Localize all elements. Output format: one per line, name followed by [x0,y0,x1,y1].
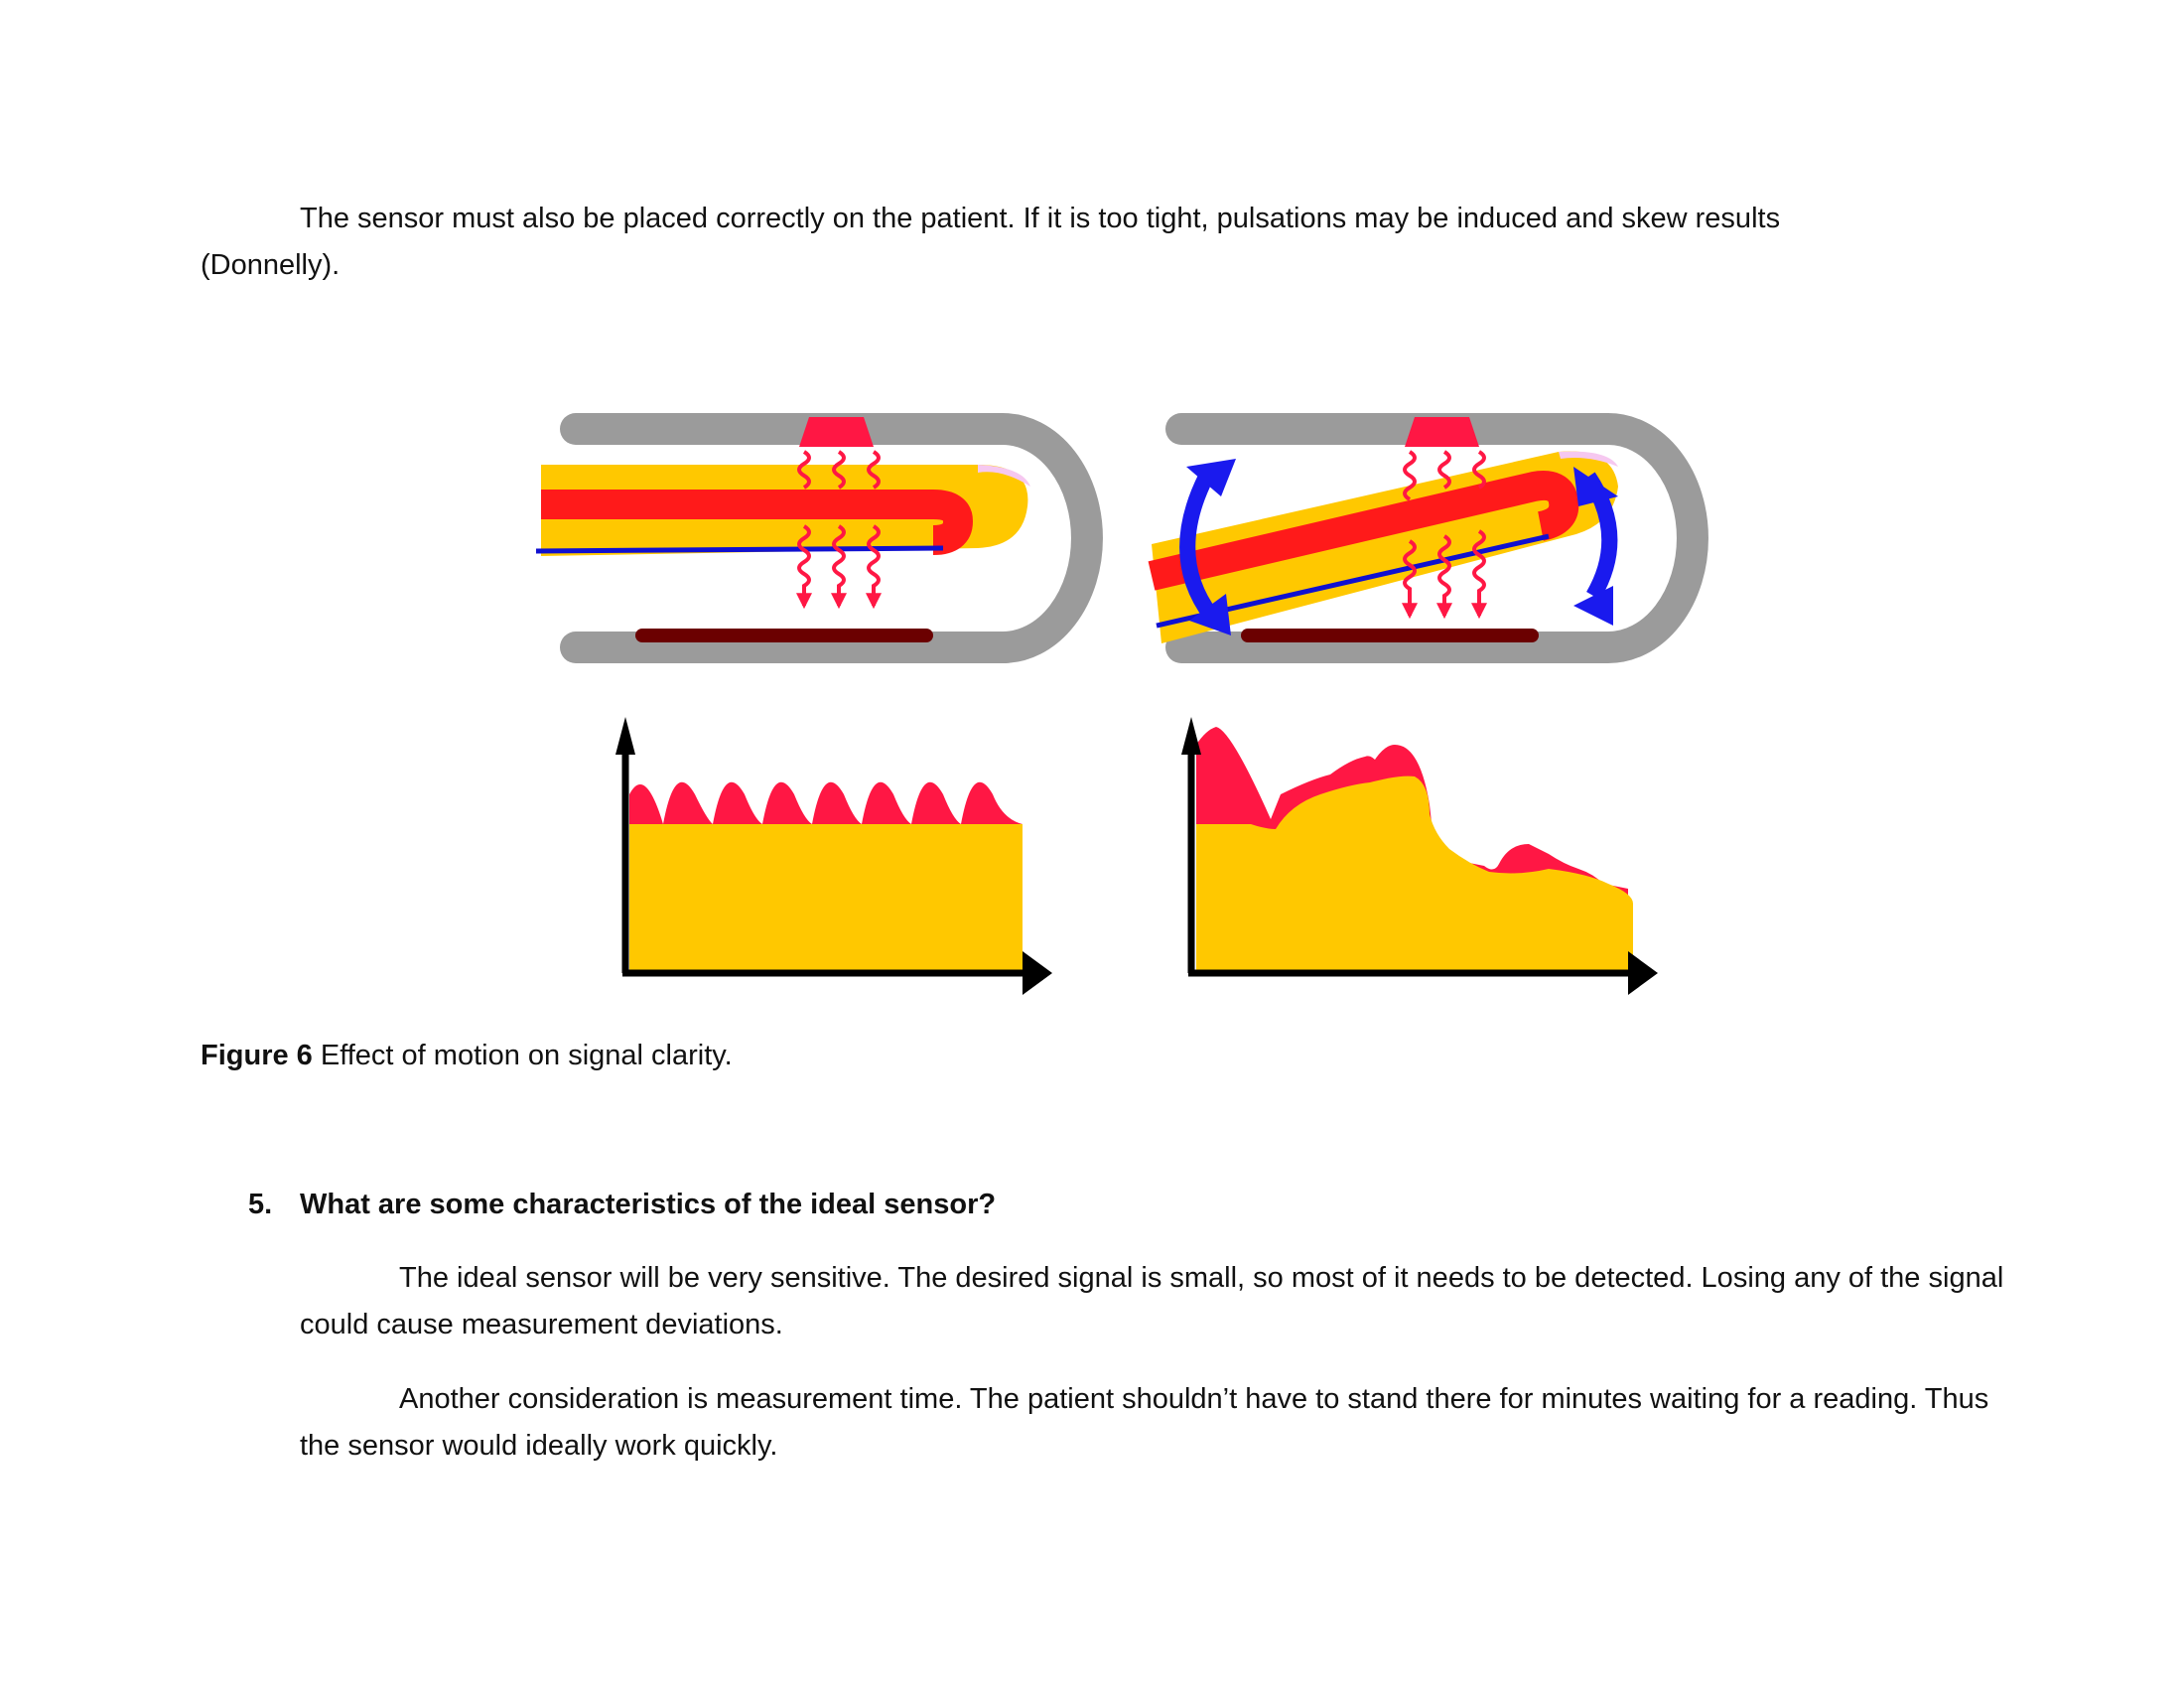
section-heading: 5. What are some characteristics of the i… [248,1182,996,1228]
photodetector [1241,629,1539,642]
artery [541,490,974,555]
sensor-diagram-moving [1148,413,1708,663]
sensor-housing [560,413,1103,663]
y-axis-arrow [1181,717,1201,755]
x-axis-arrow [1023,951,1052,995]
light-waves [796,450,882,610]
artery [1148,471,1579,591]
figure-label: Figure 6 [201,1040,313,1071]
x-axis-arrow [1628,951,1658,995]
figure-caption-text: Effect of motion on signal clarity. [320,1040,733,1071]
paragraph-sensitivity: The ideal sensor will be very sensitive.… [300,1255,2027,1348]
paragraph-intro: The sensor must also be placed correctly… [201,196,1908,289]
signal-plot-moving [1181,717,1658,995]
motion-arrow-right [1573,467,1618,626]
paragraph-text: Another consideration is measurement tim… [300,1383,1989,1462]
photodetector [635,629,933,642]
dc-baseline [629,824,1023,973]
paragraph-text: The sensor must also be placed correctly… [201,203,1781,281]
y-axis-arrow [615,717,635,755]
light-waves [1402,450,1487,620]
light-emitter [1405,417,1479,447]
sensor-diagram-still [535,413,1103,663]
paragraph-measurement-time: Another consideration is measurement tim… [300,1376,2027,1470]
vein [535,545,944,554]
sensor-housing [1165,413,1708,663]
ac-pulses [629,781,1023,824]
motion-arrow-left [1179,459,1236,635]
dc-baseline [1196,775,1633,973]
signal-plot-still [615,717,1052,995]
section-title: What are some characteristics of the ide… [300,1189,997,1220]
section-number: 5. [248,1189,273,1220]
figure-caption: Figure 6 Effect of motion on signal clar… [201,1033,733,1079]
light-emitter [799,417,874,447]
paragraph-text: The ideal sensor will be very sensitive.… [300,1262,2004,1340]
